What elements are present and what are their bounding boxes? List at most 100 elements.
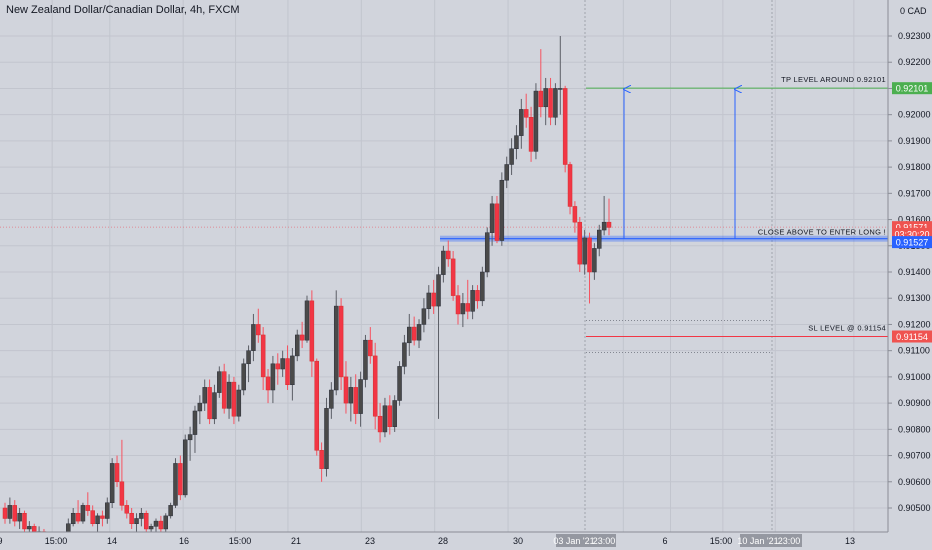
candle[interactable] bbox=[480, 271, 485, 302]
candle[interactable] bbox=[592, 248, 597, 273]
candle[interactable] bbox=[577, 221, 583, 265]
candle[interactable] bbox=[528, 117, 534, 152]
candle[interactable] bbox=[509, 148, 514, 165]
candle[interactable] bbox=[290, 355, 295, 386]
candle[interactable] bbox=[436, 274, 441, 307]
candle[interactable] bbox=[144, 512, 149, 530]
candle[interactable] bbox=[499, 179, 505, 241]
price-badge[interactable]: 0.91527 bbox=[892, 236, 932, 249]
candle[interactable] bbox=[114, 463, 120, 483]
candle[interactable] bbox=[12, 505, 17, 522]
candle[interactable] bbox=[221, 371, 227, 409]
candle[interactable] bbox=[338, 305, 344, 378]
candle[interactable] bbox=[572, 206, 578, 223]
candle[interactable] bbox=[129, 512, 134, 524]
candle[interactable] bbox=[353, 387, 358, 414]
candle[interactable] bbox=[446, 250, 451, 260]
candle[interactable] bbox=[597, 229, 602, 249]
candle[interactable] bbox=[314, 360, 319, 451]
candle[interactable] bbox=[421, 308, 427, 325]
candle[interactable] bbox=[324, 408, 329, 469]
candle[interactable] bbox=[236, 389, 242, 417]
candle[interactable] bbox=[494, 203, 500, 241]
candle[interactable] bbox=[187, 434, 193, 441]
candle[interactable] bbox=[484, 232, 490, 273]
candle[interactable] bbox=[368, 339, 373, 357]
candle[interactable] bbox=[17, 512, 22, 522]
candle[interactable] bbox=[489, 203, 495, 233]
candle[interactable] bbox=[280, 358, 285, 370]
candle[interactable] bbox=[514, 135, 519, 150]
candle[interactable] bbox=[553, 88, 558, 118]
candle[interactable] bbox=[455, 295, 461, 315]
price-badge[interactable]: 0.91154 bbox=[892, 330, 932, 343]
candle[interactable] bbox=[75, 512, 81, 522]
candle[interactable] bbox=[197, 402, 203, 412]
candle[interactable] bbox=[100, 515, 105, 519]
candle[interactable] bbox=[256, 324, 261, 336]
candle[interactable] bbox=[329, 389, 334, 409]
candle[interactable] bbox=[523, 109, 529, 118]
candle[interactable] bbox=[226, 381, 232, 409]
candle[interactable] bbox=[392, 400, 397, 427]
candle[interactable] bbox=[105, 502, 110, 519]
candle[interactable] bbox=[450, 258, 456, 296]
candle[interactable] bbox=[431, 292, 436, 307]
candle[interactable] bbox=[377, 415, 383, 433]
candle[interactable] bbox=[407, 326, 412, 344]
candle[interactable] bbox=[348, 387, 354, 404]
candle[interactable] bbox=[543, 88, 548, 108]
candle[interactable] bbox=[163, 515, 168, 530]
candle[interactable] bbox=[363, 339, 368, 380]
candle[interactable] bbox=[134, 518, 139, 524]
candle[interactable] bbox=[241, 363, 246, 391]
candle[interactable] bbox=[265, 376, 271, 391]
candle[interactable] bbox=[582, 237, 587, 265]
candle[interactable] bbox=[119, 481, 125, 506]
candle[interactable] bbox=[382, 405, 388, 433]
candle[interactable] bbox=[387, 405, 393, 427]
candle[interactable] bbox=[402, 342, 407, 367]
candle[interactable] bbox=[182, 439, 188, 496]
candle[interactable] bbox=[558, 88, 563, 90]
candle[interactable] bbox=[148, 526, 154, 530]
candle[interactable] bbox=[416, 324, 422, 341]
candle[interactable] bbox=[109, 463, 115, 504]
candle[interactable] bbox=[173, 463, 178, 506]
candle[interactable] bbox=[606, 221, 612, 228]
candle[interactable] bbox=[217, 371, 222, 393]
candle[interactable] bbox=[2, 507, 8, 519]
candle[interactable] bbox=[426, 292, 432, 309]
candle[interactable] bbox=[397, 366, 402, 401]
candle[interactable] bbox=[587, 237, 592, 273]
candle[interactable] bbox=[548, 88, 553, 118]
candle[interactable] bbox=[441, 250, 446, 275]
candle[interactable] bbox=[533, 90, 539, 152]
candle[interactable] bbox=[601, 221, 607, 231]
candle[interactable] bbox=[246, 350, 251, 365]
candle[interactable] bbox=[27, 526, 32, 530]
candle[interactable] bbox=[562, 88, 568, 165]
candle[interactable] bbox=[178, 463, 183, 496]
candle[interactable] bbox=[260, 334, 266, 378]
candle[interactable] bbox=[168, 505, 173, 517]
candle[interactable] bbox=[470, 290, 475, 312]
candle[interactable] bbox=[153, 520, 159, 527]
candle[interactable] bbox=[304, 300, 310, 341]
candle[interactable] bbox=[411, 326, 417, 341]
candle[interactable] bbox=[343, 376, 349, 404]
candle[interactable] bbox=[192, 410, 198, 435]
candle[interactable] bbox=[70, 512, 76, 524]
candle[interactable] bbox=[90, 510, 95, 524]
candle[interactable] bbox=[85, 505, 91, 511]
candle[interactable] bbox=[319, 450, 324, 469]
candle[interactable] bbox=[309, 300, 315, 362]
candle[interactable] bbox=[358, 379, 363, 414]
candle[interactable] bbox=[231, 381, 237, 417]
candle[interactable] bbox=[372, 355, 378, 417]
candle[interactable] bbox=[251, 324, 256, 351]
candle[interactable] bbox=[460, 303, 466, 315]
candle[interactable] bbox=[202, 387, 207, 404]
candle[interactable] bbox=[465, 303, 470, 312]
